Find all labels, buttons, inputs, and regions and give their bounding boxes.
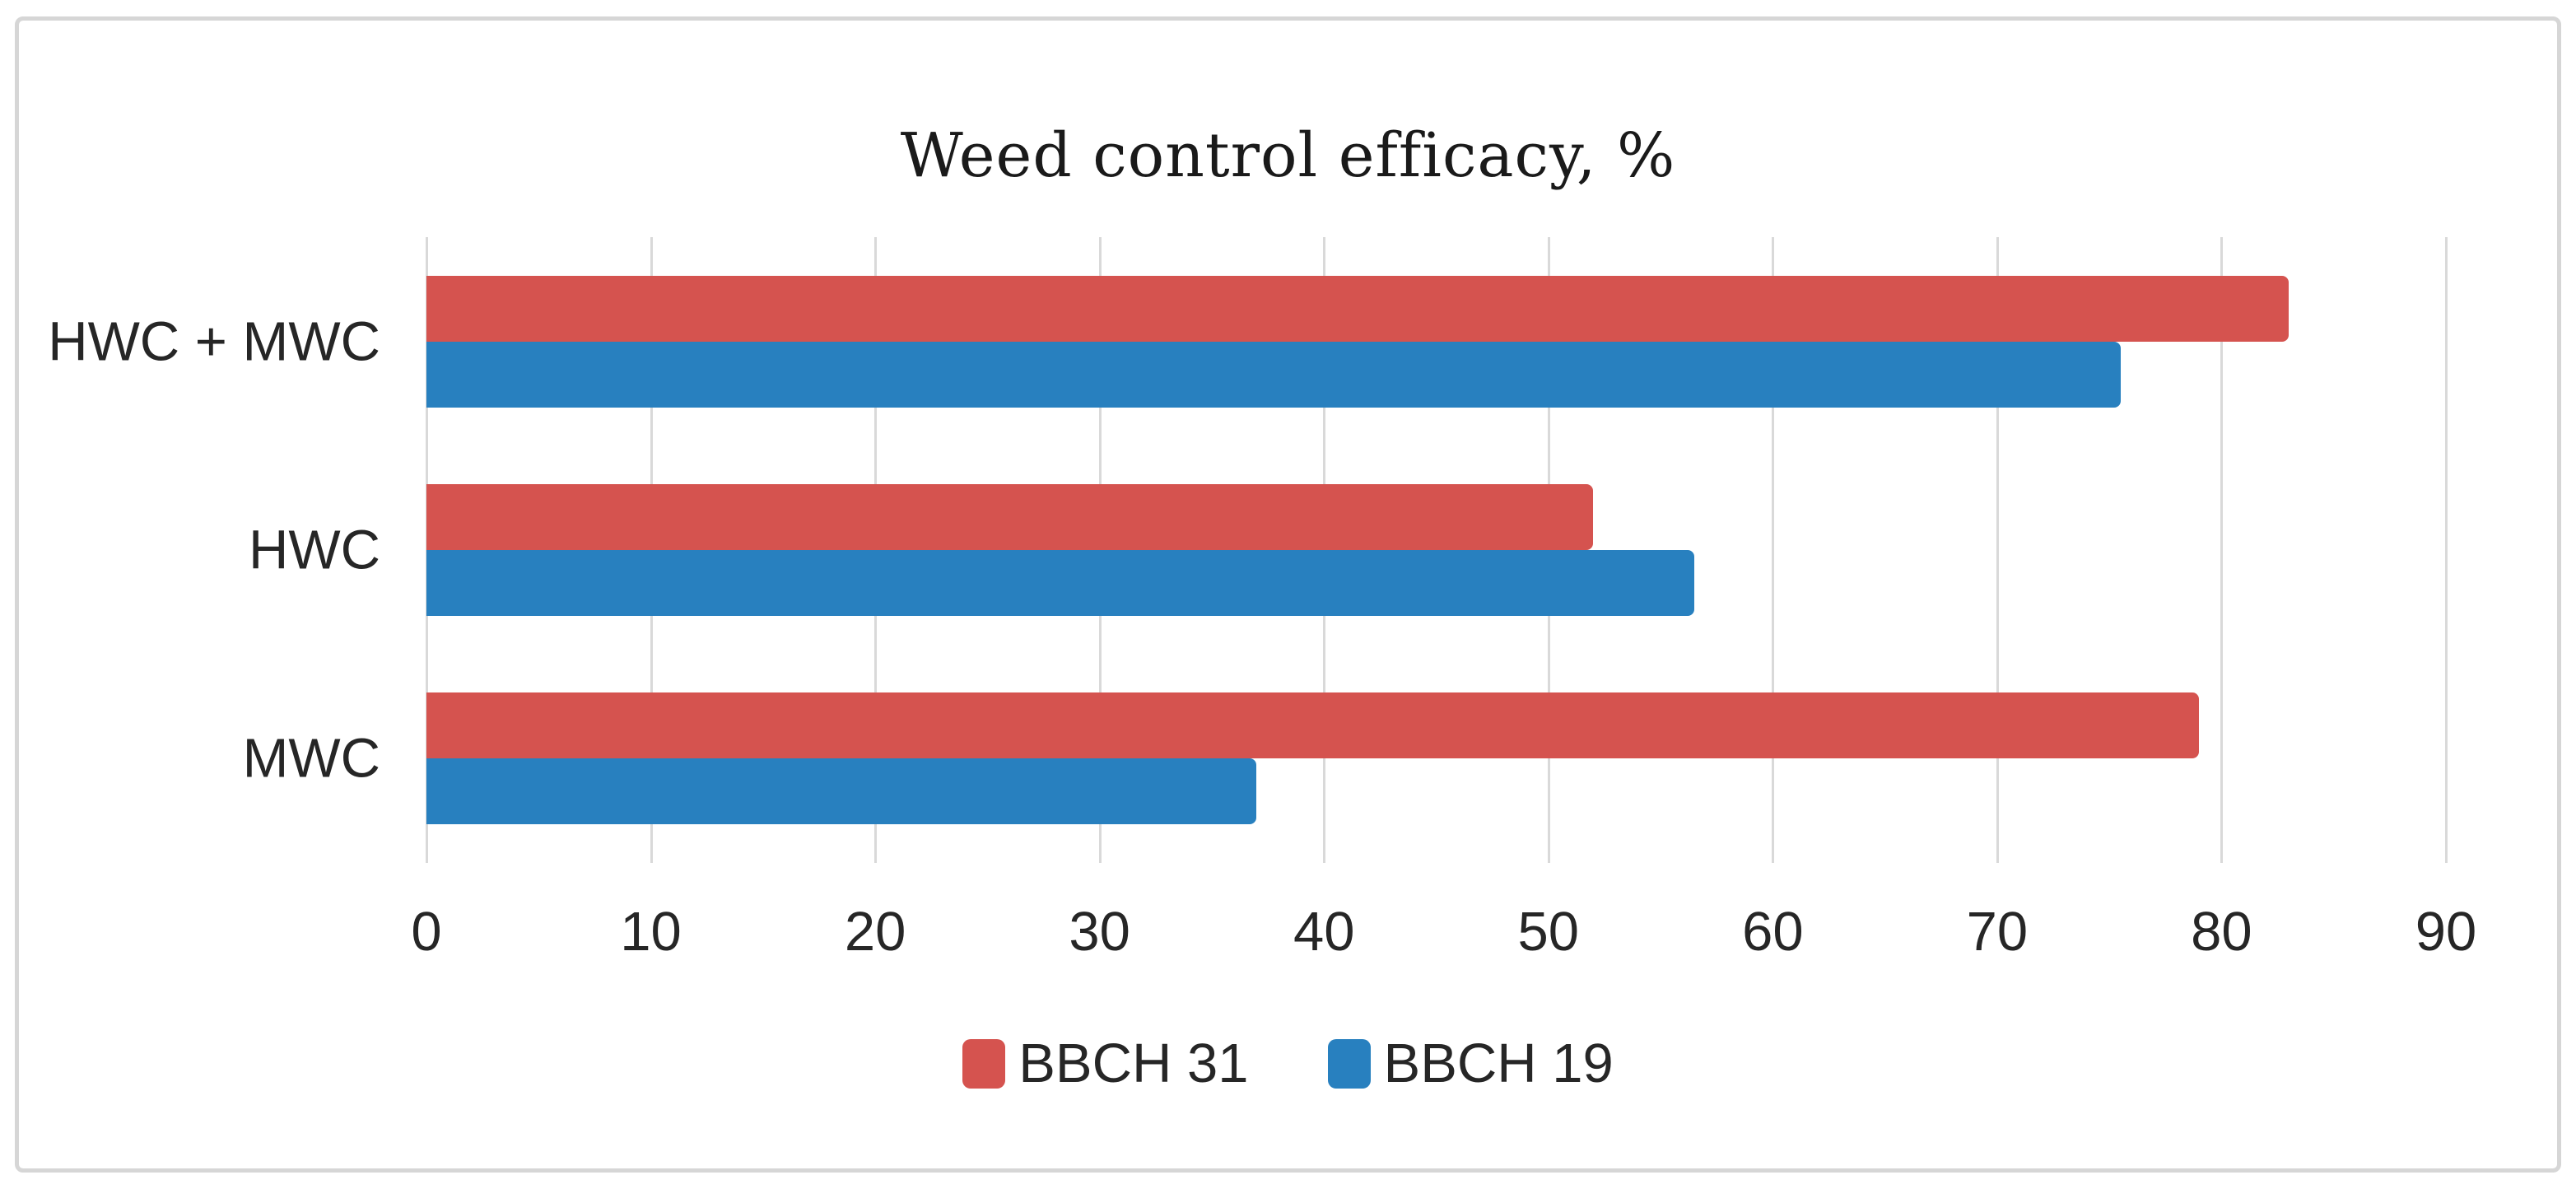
legend-swatch-bbch-31: [962, 1038, 1006, 1089]
legend-label-bbch-19: BBCH 19: [1383, 1033, 1614, 1094]
bar-bbch-31-hwc-mwc: [426, 275, 2290, 342]
legend-label-bbch-31: BBCH 31: [1018, 1033, 1249, 1094]
bar-bbch-19-mwc: [426, 758, 1257, 825]
bar-bbch-19-hwc: [426, 550, 1694, 616]
bar-bbch-31-hwc: [426, 484, 1594, 550]
category-label-mwc: MWC: [242, 727, 380, 790]
xtick-label-20: 20: [844, 901, 906, 963]
xtick-label-60: 60: [1742, 901, 1804, 963]
xtick-label-10: 10: [620, 901, 682, 963]
bar-bbch-19-hwc-mwc: [426, 341, 2121, 408]
legend-item-bbch-19: BBCH 19: [1327, 1033, 1614, 1094]
xtick-label-0: 0: [411, 901, 442, 963]
plot-area: [426, 237, 2448, 863]
legend: BBCH 31 BBCH 19: [0, 1036, 2576, 1091]
xtick-label-70: 70: [1966, 901, 2029, 963]
gridline-x-90: [2445, 237, 2448, 863]
xtick-label-90: 90: [2415, 901, 2477, 963]
gridline-x-70: [1996, 237, 1999, 863]
category-label-hwc: HWC: [248, 519, 380, 581]
legend-item-bbch-31: BBCH 31: [962, 1033, 1249, 1094]
chart-title: Weed control efficacy, %: [900, 120, 1676, 191]
xtick-label-80: 80: [2191, 901, 2252, 963]
gridline-x-80: [2220, 237, 2224, 863]
gridline-x-60: [1772, 237, 1775, 863]
xtick-label-30: 30: [1069, 901, 1130, 963]
category-label-hwc-mwc: HWC + MWC: [48, 310, 380, 373]
bar-bbch-31-mwc: [426, 692, 2200, 759]
xtick-label-40: 40: [1293, 901, 1355, 963]
legend-swatch-bbch-19: [1327, 1038, 1371, 1089]
xtick-label-50: 50: [1517, 901, 1580, 963]
